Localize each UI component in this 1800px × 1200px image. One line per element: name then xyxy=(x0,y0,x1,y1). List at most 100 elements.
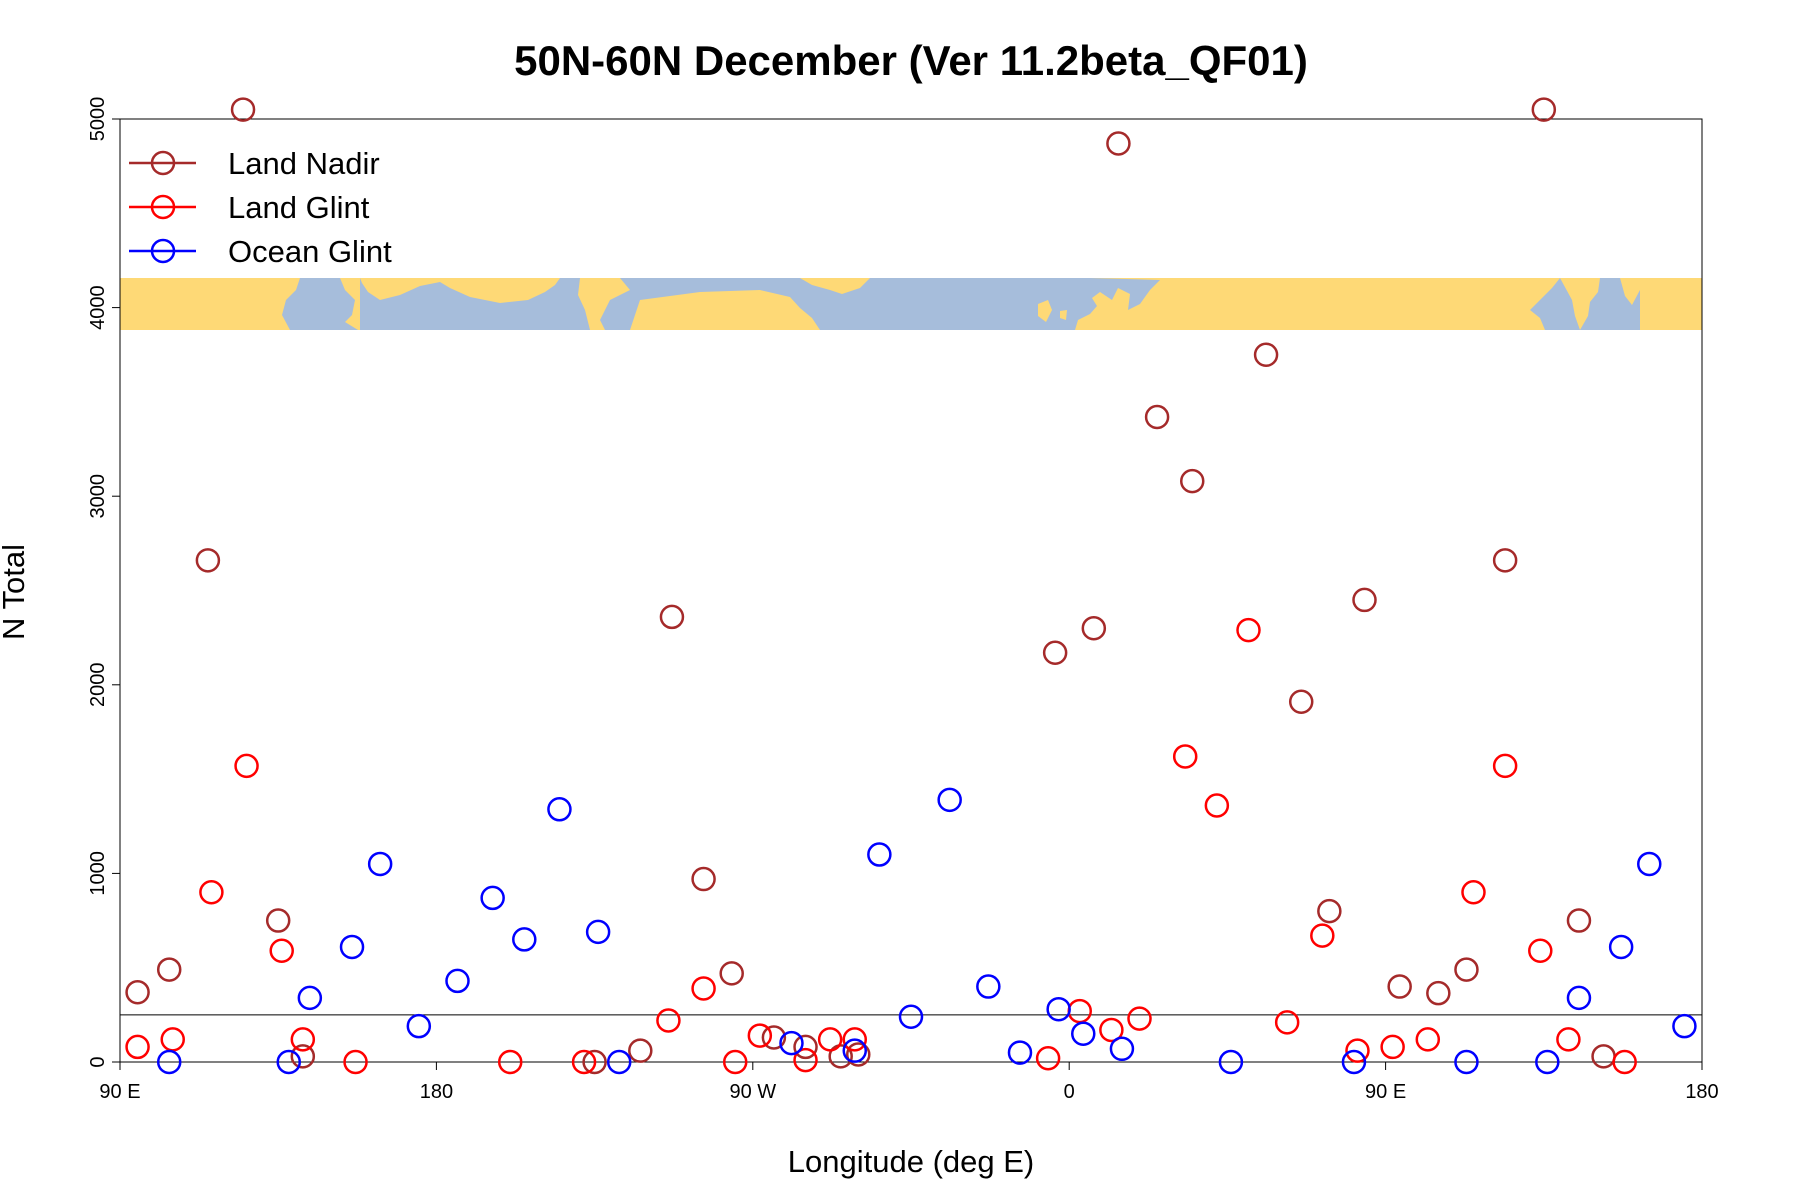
data-point xyxy=(1236,617,1261,643)
data-point xyxy=(276,1049,301,1075)
legend-swatch-marker xyxy=(150,194,176,220)
data-point xyxy=(406,1013,432,1039)
data-point xyxy=(659,604,685,630)
data-point xyxy=(497,1049,523,1075)
x-tick-label: 180 xyxy=(420,1081,453,1103)
data-point xyxy=(1528,938,1553,963)
data-point xyxy=(1454,1049,1479,1075)
data-point xyxy=(1204,793,1230,818)
legend: Land Nadir Land Glint Ocean Glint xyxy=(129,146,392,269)
data-point xyxy=(1492,548,1518,573)
world-map-strip xyxy=(120,278,1702,330)
y-tick-label: 1000 xyxy=(87,851,109,896)
data-point xyxy=(1317,898,1342,924)
data-point xyxy=(1067,998,1092,1024)
y-tick-label: 5000 xyxy=(87,97,109,142)
legend-entry-ocean-glint: Ocean Glint xyxy=(129,234,392,269)
data-point xyxy=(1081,615,1107,641)
x-tick-label: 0 xyxy=(1064,1081,1075,1103)
data-point xyxy=(842,1038,868,1063)
data-point xyxy=(290,1044,316,1069)
data-point xyxy=(779,1030,804,1056)
x-tick-label: 90 E xyxy=(1365,1081,1406,1103)
legend-label-ocean-glint: Ocean Glint xyxy=(228,234,392,269)
legend-swatch-marker xyxy=(150,238,176,264)
data-point xyxy=(1426,980,1451,1006)
data-point xyxy=(160,1027,185,1052)
data-point xyxy=(480,885,505,911)
y-tick-label: 0 xyxy=(87,1056,109,1067)
y-tick-label: 2000 xyxy=(87,663,109,708)
data-point xyxy=(1253,342,1279,367)
data-point xyxy=(1461,880,1486,905)
data-point xyxy=(1612,1049,1637,1075)
data-point xyxy=(1415,1027,1441,1052)
data-point xyxy=(1007,1040,1033,1065)
data-point xyxy=(747,1023,773,1048)
y-axis-label: N Total xyxy=(0,544,31,640)
data-point xyxy=(1566,908,1592,933)
data-point xyxy=(230,97,256,122)
data-point xyxy=(1608,934,1634,960)
map-strip-land xyxy=(120,278,1702,330)
data-point xyxy=(1109,1036,1135,1062)
data-point xyxy=(1035,1045,1061,1071)
data-point xyxy=(976,974,1001,999)
series-ocean-glint xyxy=(156,787,1697,1075)
data-points xyxy=(125,97,1697,1075)
data-point xyxy=(290,1027,316,1052)
legend-label-land-glint: Land Glint xyxy=(228,190,370,225)
data-point xyxy=(125,1034,150,1060)
x-tick-label: 90 W xyxy=(729,1081,776,1103)
data-point xyxy=(343,1049,368,1075)
data-point xyxy=(339,934,365,960)
data-point xyxy=(842,1027,868,1052)
data-point xyxy=(722,1049,748,1075)
legend-entry-land-nadir: Land Nadir xyxy=(129,146,380,181)
y-axis: 0 1000 2000 3000 4000 5000 xyxy=(87,97,120,1068)
data-point xyxy=(1352,587,1377,613)
legend-label-land-nadir: Land Nadir xyxy=(228,146,380,181)
data-point xyxy=(297,985,323,1011)
data-point xyxy=(606,1049,632,1075)
data-point xyxy=(1672,1013,1697,1039)
data-point xyxy=(367,851,393,877)
data-point xyxy=(156,957,182,982)
data-point xyxy=(937,787,962,813)
data-point xyxy=(1531,97,1557,122)
data-point xyxy=(1535,1049,1560,1075)
x-tick-label: 90 E xyxy=(99,1081,140,1103)
data-point xyxy=(691,976,716,1001)
data-point xyxy=(1345,1038,1370,1063)
series-land-glint xyxy=(125,617,1637,1075)
data-point xyxy=(234,753,259,779)
plot-frame xyxy=(119,118,1703,1063)
data-point xyxy=(1046,996,1071,1022)
data-point xyxy=(1218,1049,1244,1075)
x-axis: 90 E 180 90 W 0 90 E 180 xyxy=(99,1062,1719,1103)
data-point xyxy=(265,908,291,933)
data-point xyxy=(445,968,470,994)
data-point xyxy=(585,919,611,945)
data-point xyxy=(761,1025,787,1050)
data-point xyxy=(1637,851,1662,877)
data-point xyxy=(1127,1006,1152,1031)
data-point xyxy=(628,1038,653,1063)
data-point xyxy=(1288,689,1314,715)
y-tick-label: 3000 xyxy=(87,474,109,519)
data-point xyxy=(867,842,892,867)
data-point xyxy=(1179,468,1205,494)
data-point xyxy=(1172,744,1198,769)
data-point xyxy=(793,1034,818,1060)
data-point xyxy=(571,1049,597,1075)
data-point xyxy=(1144,404,1170,430)
data-point xyxy=(1566,985,1592,1011)
data-point xyxy=(195,548,221,573)
chart-title: 50N-60N December (Ver 11.2beta_QF01) xyxy=(514,37,1308,84)
data-point xyxy=(582,1049,607,1075)
data-point xyxy=(1591,1044,1616,1069)
data-point xyxy=(846,1042,871,1067)
data-point xyxy=(1099,1017,1124,1043)
data-point xyxy=(125,979,150,1005)
